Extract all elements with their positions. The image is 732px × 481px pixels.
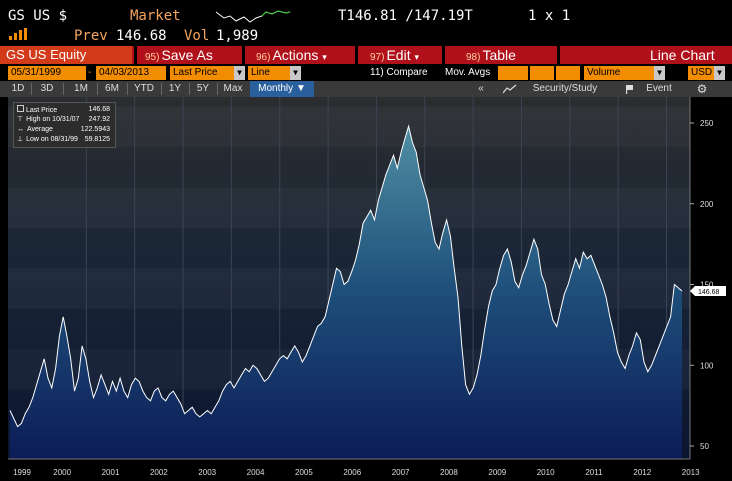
checkbox-icon[interactable] <box>17 105 24 112</box>
x-tick-label: 2006 <box>343 468 361 477</box>
dropdown-arrow-icon: ▾ <box>322 52 327 62</box>
legend-row-average: ↔ Average <box>17 126 53 133</box>
legend-row-high: ⊤ High on 10/31/07 <box>17 116 80 123</box>
last-price-tag-label: 146.68 <box>698 289 720 296</box>
volume-select[interactable]: Volume <box>584 66 654 80</box>
edit-button[interactable]: 97) Edit ▾ <box>370 47 419 63</box>
signal-bars-icon <box>9 28 27 40</box>
y-tick-label: 100 <box>700 361 714 370</box>
market-label: Market <box>130 8 181 24</box>
range-button-max[interactable]: Max <box>223 83 243 94</box>
last-price-marker: 146.68 <box>690 285 726 296</box>
y-tick-label: 200 <box>700 200 714 209</box>
low-marker-icon: ⊥ <box>17 136 24 143</box>
y-tick-label: 50 <box>700 442 709 451</box>
y-tick-label: 150 <box>700 281 714 290</box>
legend-box: Last Price 146.68 ⊤ High on 10/31/07 247.… <box>13 102 116 148</box>
security-study-button[interactable]: Security/Study <box>532 83 598 94</box>
currency-select[interactable]: USD <box>688 66 714 80</box>
chevron-down-icon: ▼ <box>295 83 306 94</box>
start-date-field[interactable]: 05/31/1999 <box>8 66 86 80</box>
legend-value-average: 122.5943 <box>80 126 110 133</box>
size-display: 1 x 1 <box>528 8 571 24</box>
event-button[interactable]: Event <box>646 83 672 94</box>
band <box>8 188 690 228</box>
line-chart-icon <box>503 84 517 94</box>
dropdown-arrow-icon: ▾ <box>414 52 419 62</box>
prev-value: 146.68 <box>116 28 167 44</box>
average-marker-icon: ↔ <box>17 126 24 133</box>
legend-row-low: ⊥ Low on 08/31/99 <box>17 136 78 143</box>
range-button-5y[interactable]: 5Y <box>196 83 210 94</box>
range-button-1y[interactable]: 1Y <box>168 83 182 94</box>
legend-row-last: Last Price <box>17 105 57 114</box>
price-field-select[interactable]: Last Price <box>170 66 234 80</box>
compare-button[interactable]: 11) Compare <box>370 67 428 78</box>
vol-label: Vol <box>184 28 210 44</box>
actions-button[interactable]: 96) Actions ▾ <box>256 47 327 63</box>
chevron-down-icon[interactable]: ▼ <box>714 66 725 80</box>
mov-avg-field-1[interactable] <box>498 66 528 80</box>
range-bar: 1D 3D 1M 6M YTD 1Y 5Y Max Monthly ▼ « Se… <box>0 81 732 97</box>
x-tick-label: 2002 <box>150 468 168 477</box>
x-tick-label: 2013 <box>682 468 700 477</box>
vol-value: 1,989 <box>216 28 259 44</box>
y-tick-label: 250 <box>700 119 714 128</box>
function-toolbar: GS US Equity 95) Save As 96) Actions ▾ 97)… <box>0 46 732 64</box>
mov-avg-field-2[interactable] <box>530 66 554 80</box>
x-tick-label: 2001 <box>102 468 120 477</box>
range-button-ytd[interactable]: YTD <box>134 83 154 94</box>
chevron-down-icon[interactable]: ▼ <box>290 66 301 80</box>
mov-avg-field-3[interactable] <box>556 66 580 80</box>
gear-icon[interactable]: ⚙ <box>696 82 708 96</box>
sparkline-icon <box>215 10 291 23</box>
table-button[interactable]: 98) Table <box>466 47 516 63</box>
range-button-1m[interactable]: 1M <box>74 83 88 94</box>
x-tick-label: 2012 <box>633 468 651 477</box>
x-tick-label: 2009 <box>488 468 506 477</box>
y-axis: 50 100 150 200 250 <box>689 97 714 459</box>
x-tick-label: 2010 <box>537 468 555 477</box>
date-separator: - <box>88 67 92 78</box>
save-as-button[interactable]: 95) Save As <box>145 47 213 63</box>
chevron-down-icon[interactable]: ▼ <box>654 66 665 80</box>
collapse-icon[interactable]: « <box>478 83 484 94</box>
mov-avgs-label: Mov. Avgs <box>445 67 491 78</box>
x-tick-label: 2007 <box>392 468 410 477</box>
legend-value-last: 146.68 <box>88 106 110 113</box>
chevron-down-icon[interactable]: ▼ <box>234 66 245 80</box>
legend-value-high: 247.92 <box>88 116 110 123</box>
x-axis: 1999 2000 2001 2002 2003 2004 2005 2006 2007 2008… <box>8 458 700 477</box>
x-tick-label: 2005 <box>295 468 313 477</box>
x-tick-label: 2003 <box>198 468 216 477</box>
range-button-3d[interactable]: 3D <box>40 83 54 94</box>
range-button-6m[interactable]: 6M <box>105 83 119 94</box>
prev-label: Prev <box>74 28 108 44</box>
quote-header: GS US $ Market T146.81 /147.19T 1 x 1 <box>0 0 732 28</box>
ticker-label: GS US $ <box>8 8 68 24</box>
flag-icon <box>626 85 633 94</box>
x-tick-label: 2004 <box>247 468 265 477</box>
last-price-tag <box>690 285 726 296</box>
chart-type-label[interactable]: Line Chart <box>650 47 715 63</box>
quote-subheader: Prev 146.68 Vol 1,989 <box>0 28 732 45</box>
periodicity-select[interactable]: Monthly ▼ <box>250 81 314 97</box>
end-date-field[interactable]: 04/03/2013 <box>96 66 166 80</box>
bid-ask: T146.81 /147.19T <box>338 8 473 24</box>
x-tick-label: 2011 <box>585 468 603 477</box>
x-tick-label: 1999 <box>13 468 31 477</box>
price-chart: 50 100 150 200 250 1999 2000 2001 2002 2003 2004 2… <box>0 97 732 481</box>
price-area <box>10 126 682 459</box>
price-line <box>9 124 683 428</box>
high-marker-icon: ⊤ <box>17 116 24 123</box>
x-tick-label: 2008 <box>440 468 458 477</box>
style-select[interactable]: Line <box>248 66 290 80</box>
x-tick-label: 2000 <box>53 468 71 477</box>
legend-value-low: 59.8125 <box>84 136 110 143</box>
security-name[interactable]: GS US Equity <box>6 47 87 62</box>
range-button-1d[interactable]: 1D <box>11 83 25 94</box>
chart-settings-row: 05/31/1999 - 04/03/2013 Last Price ▼ Lin… <box>0 64 732 81</box>
